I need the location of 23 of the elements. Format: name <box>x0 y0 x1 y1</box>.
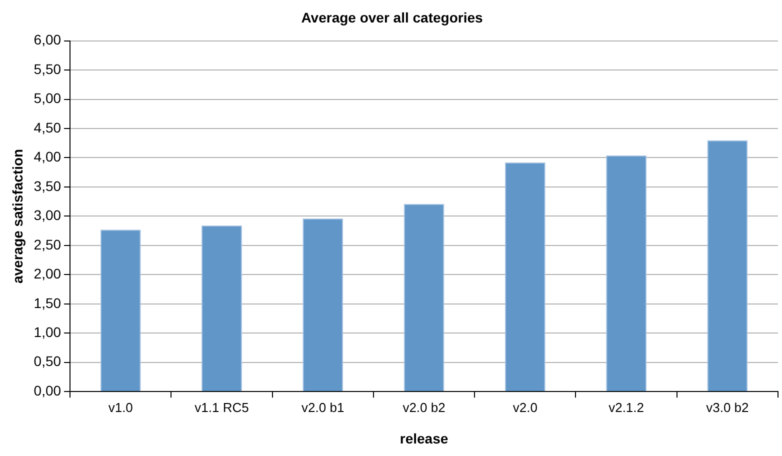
x-tick-label: v2.0 b1 <box>302 400 344 415</box>
x-tick-label: v1.0 <box>108 400 133 415</box>
y-tick-label: 1,50 <box>34 294 62 311</box>
y-tick-label: 0,50 <box>34 353 62 370</box>
y-tick-label: 2,00 <box>34 266 62 282</box>
x-tick-label: v3.0 b2 <box>706 400 749 415</box>
y-tick-label: 5,50 <box>34 60 62 77</box>
x-tick-label: v2.1.2 <box>608 400 644 415</box>
x-tick-label: v1.1 RC5 <box>194 400 249 415</box>
chart-title: Average over all categories <box>301 9 483 26</box>
x-tick-label: v2.0 <box>512 400 538 415</box>
y-axis-title: average satisfaction <box>9 148 26 284</box>
y-tick-label: 4,50 <box>34 119 62 136</box>
y-tick-label: 1,00 <box>34 324 62 340</box>
x-axis-title: release <box>400 430 448 446</box>
y-tick-label: 3,50 <box>34 178 62 194</box>
y-tick-label: 4,00 <box>34 148 62 165</box>
x-tick-label: v2.0 b2 <box>402 400 446 415</box>
y-tick-label: 2,50 <box>34 236 62 252</box>
y-tick-label: 5,00 <box>34 90 62 106</box>
y-tick-label: 3,00 <box>34 207 62 224</box>
y-tick-label: 6,00 <box>34 32 62 48</box>
y-tick-label: 0,00 <box>34 382 62 398</box>
